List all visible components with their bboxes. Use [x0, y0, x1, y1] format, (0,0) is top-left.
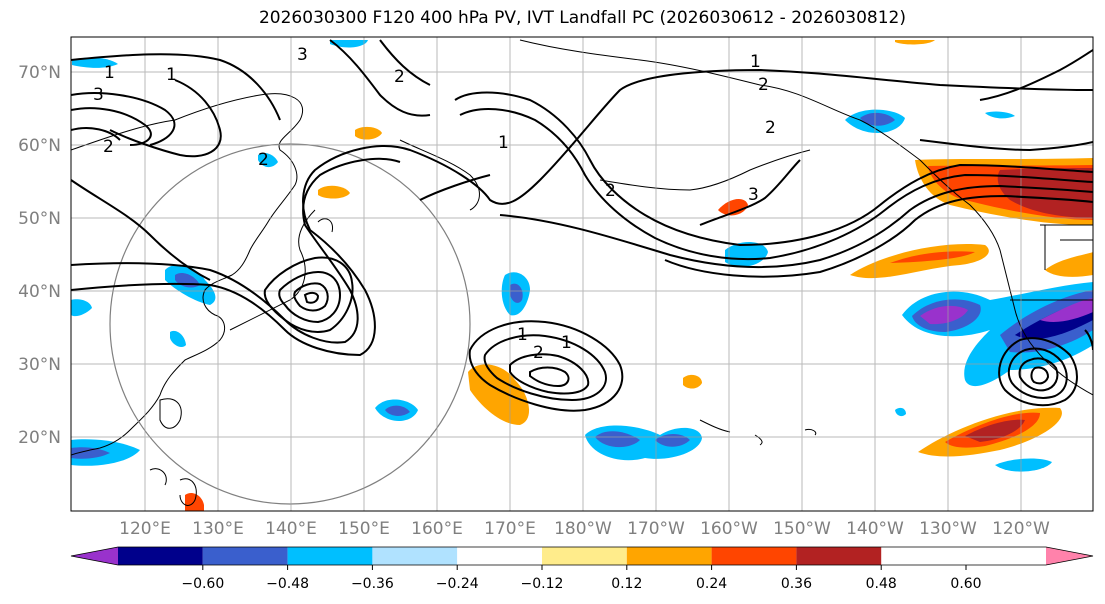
longitude-labels: 120°E 130°E 140°E 150°E 160°E 170°E 180°… [119, 519, 1050, 539]
colorbar-tick-label: −0.36 [351, 576, 394, 592]
map-frame [70, 36, 1094, 512]
pv-contours [71, 39, 1093, 412]
colorbar-tick-label: −0.12 [521, 576, 564, 592]
lat-label: 20°N [18, 428, 61, 448]
contour-label: 2 [394, 67, 405, 87]
contour-label: 1 [166, 65, 177, 85]
lat-label: 40°N [18, 282, 61, 302]
lon-label: 170°W [627, 519, 685, 539]
colorbar-tick-label: 0.36 [781, 576, 812, 592]
contour-label: 2 [258, 150, 269, 170]
contour-label: 2 [103, 137, 114, 157]
colorbar-extend-high [1046, 547, 1093, 565]
lon-label: 120°E [119, 519, 171, 539]
lon-label: 130°W [919, 519, 977, 539]
contour-label: 3 [748, 185, 759, 205]
lat-label: 30°N [18, 355, 61, 375]
range-ring [109, 143, 471, 505]
colorbar-extend-low [71, 547, 118, 565]
colorbar-segment [287, 547, 373, 565]
contour-label: 2 [758, 75, 769, 95]
lon-label: 140°W [846, 519, 904, 539]
colorbar-segment [457, 547, 542, 565]
lon-label: 160°E [411, 519, 463, 539]
lon-label: 130°E [192, 519, 244, 539]
colorbar-segment [711, 547, 797, 565]
contour-label: 3 [93, 85, 104, 105]
lon-label: 150°W [773, 519, 831, 539]
lon-label: 120°W [992, 519, 1050, 539]
lon-label: 170°E [484, 519, 536, 539]
colorbar-tick-label: −0.48 [266, 576, 309, 592]
contour-label: 1 [498, 133, 509, 153]
lon-label: 150°E [338, 519, 390, 539]
colorbar-outline [70, 546, 1094, 566]
colorbar-segment [372, 547, 458, 565]
colorbar-segment [796, 547, 882, 565]
colorbar-segment [118, 547, 203, 565]
lat-label: 60°N [18, 136, 61, 156]
lat-label: 50°N [18, 209, 61, 229]
contour-label: 1 [750, 52, 761, 72]
colorbar-segment [202, 547, 288, 565]
coastlines [71, 39, 1093, 506]
contour-label: 1 [517, 325, 528, 345]
colorbar-tick-label: 0.48 [866, 576, 897, 592]
colorbar: −0.60 −0.48 −0.36 −0.24 −0.12 0.12 0.24 … [70, 546, 1094, 592]
lon-label: 180°W [554, 519, 612, 539]
contour-label: 3 [297, 45, 308, 65]
lon-label: 140°E [265, 519, 317, 539]
contour-labels: 1 1 2 2 3 3 2 1 2 1 1 2 3 1 2 2 [93, 45, 776, 363]
lat-label: 70°N [18, 63, 61, 83]
colorbar-tick-label: −0.24 [436, 576, 479, 592]
colorbar-segment [542, 547, 627, 565]
colorbar-tick-label: 0.60 [950, 576, 981, 592]
contour-label: 1 [104, 63, 115, 83]
contour-label: 1 [561, 333, 572, 353]
colorbar-tick-label: 0.12 [611, 576, 642, 592]
contour-label: 2 [765, 118, 776, 138]
contour-label: 2 [533, 343, 544, 363]
colorbar-segment [626, 547, 712, 565]
colorbar-tick-label: 0.24 [696, 576, 727, 592]
colorbar-ticks [202, 565, 967, 570]
lon-label: 160°W [700, 519, 758, 539]
contour-label: 2 [605, 181, 616, 201]
colorbar-tick-labels: −0.60 −0.48 −0.36 −0.24 −0.12 0.12 0.24 … [181, 576, 981, 592]
latitude-labels: 70°N 60°N 50°N 40°N 30°N 20°N [18, 63, 61, 448]
map-background [71, 37, 1093, 511]
map-title: 2026030300 F120 400 hPa PV, IVT Landfall… [258, 8, 906, 28]
colorbar-tick-label: −0.60 [181, 576, 224, 592]
